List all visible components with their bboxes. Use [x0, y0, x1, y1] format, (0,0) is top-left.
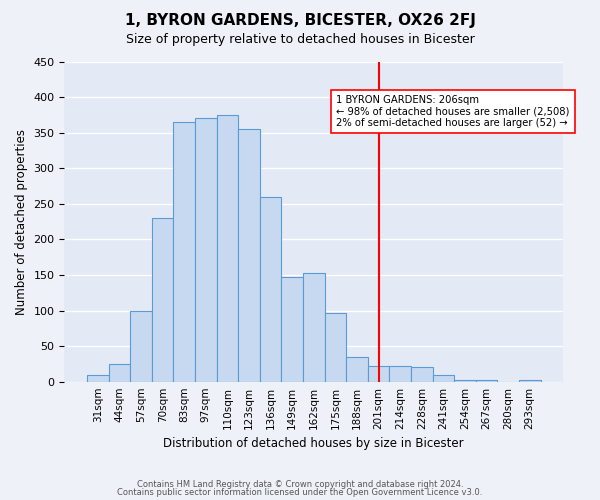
Text: 1, BYRON GARDENS, BICESTER, OX26 2FJ: 1, BYRON GARDENS, BICESTER, OX26 2FJ	[125, 12, 475, 28]
Bar	[368, 366, 389, 382]
Bar	[281, 277, 303, 382]
Bar	[476, 380, 497, 382]
Bar	[346, 357, 368, 382]
Bar	[454, 380, 476, 382]
Text: 1 BYRON GARDENS: 206sqm
← 98% of detached houses are smaller (2,508)
2% of semi-: 1 BYRON GARDENS: 206sqm ← 98% of detache…	[336, 95, 569, 128]
Bar	[87, 374, 109, 382]
Bar	[519, 380, 541, 382]
Bar	[433, 374, 454, 382]
Bar	[109, 364, 130, 382]
Bar	[152, 218, 173, 382]
Y-axis label: Number of detached properties: Number of detached properties	[15, 128, 28, 314]
Bar	[173, 122, 195, 382]
Bar	[130, 310, 152, 382]
Text: Contains HM Land Registry data © Crown copyright and database right 2024.: Contains HM Land Registry data © Crown c…	[137, 480, 463, 489]
X-axis label: Distribution of detached houses by size in Bicester: Distribution of detached houses by size …	[163, 437, 464, 450]
Bar	[217, 115, 238, 382]
Bar	[303, 273, 325, 382]
Text: Contains public sector information licensed under the Open Government Licence v3: Contains public sector information licen…	[118, 488, 482, 497]
Bar	[411, 368, 433, 382]
Bar	[195, 118, 217, 382]
Bar	[325, 312, 346, 382]
Bar	[389, 366, 411, 382]
Bar	[260, 196, 281, 382]
Text: Size of property relative to detached houses in Bicester: Size of property relative to detached ho…	[125, 32, 475, 46]
Bar	[238, 129, 260, 382]
